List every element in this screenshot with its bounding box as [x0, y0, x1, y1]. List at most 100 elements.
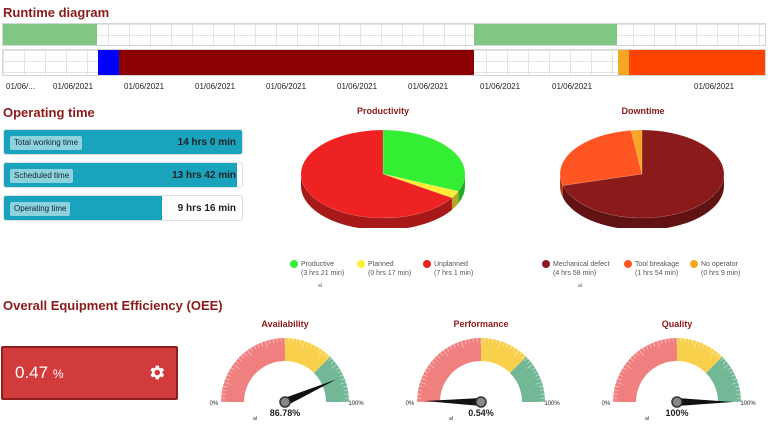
gauge-band-mid: [677, 338, 723, 374]
gauge-tick: [434, 357, 438, 362]
pie-slice-no-operator[interactable]: [630, 129, 643, 175]
legend-dot: [542, 260, 550, 269]
gauge-band-low: [221, 338, 285, 402]
gauge-tick: [238, 357, 242, 362]
gauge-band-mid: [285, 338, 331, 374]
gauge-value: 0.54%: [468, 408, 494, 418]
segment-blue[interactable]: [98, 50, 119, 75]
gauge-tick: [653, 342, 656, 347]
gauge-tick: [337, 370, 342, 374]
time-tick: 01/06/2021: [266, 82, 307, 91]
gauge-tick: [323, 352, 327, 356]
legend-planned[interactable]: Planned (0 hrs 17 min): [357, 260, 411, 278]
gauge-tick: [330, 364, 337, 369]
gauge-band-mid: [481, 338, 527, 374]
gauge-tick: [616, 381, 623, 385]
runtime-row-1: [2, 23, 766, 46]
gauge-min-label: 0%: [210, 401, 219, 407]
gauge-tick: [240, 355, 245, 359]
gauge-tick: [429, 364, 436, 369]
gauge-min-label: 0%: [602, 401, 611, 407]
gauge-tick: [299, 339, 302, 344]
gauge-tick: [343, 389, 348, 392]
legend-tool-breakage[interactable]: Tool breakage (1 hrs 54 min): [624, 260, 679, 278]
segment-tool-breakage[interactable]: [629, 50, 765, 75]
gauge-tick: [702, 343, 705, 348]
pie-slice-productive[interactable]: [382, 129, 466, 192]
gauge-tick: [687, 339, 690, 344]
pie-slice-unplanned[interactable]: [300, 129, 453, 219]
quality-gauge[interactable]: 0% 100% 100% al: [597, 332, 757, 422]
gauge-max-label: 100%: [348, 401, 364, 407]
oee-value-box: 0.47 %: [1, 346, 178, 400]
gauge-tick: [328, 357, 332, 362]
bar-label: Operating time: [10, 202, 71, 216]
pie-slice-side: [560, 174, 563, 198]
gauge-tick: [535, 374, 540, 377]
gauge-tick: [253, 345, 257, 350]
legend-mechanical-defect[interactable]: Mechanical defect (4 hrs 58 min): [542, 260, 609, 278]
gauge-tick: [527, 360, 531, 364]
gear-icon[interactable]: [147, 363, 166, 382]
gauge-tick: [708, 347, 712, 352]
gauge-tick: [625, 364, 632, 369]
oee-unit: %: [52, 367, 64, 381]
pie-slice-side: [451, 191, 459, 210]
gauge-tick: [723, 360, 727, 364]
operating-time-bar: Operating time 9 hrs 16 min: [3, 195, 243, 221]
downtime-pie[interactable]: [557, 128, 727, 228]
gauge-tick: [705, 345, 709, 350]
pie-slice-mechanical-defect[interactable]: [562, 129, 725, 219]
performance-gauge[interactable]: 0% 100% 0.54% al: [401, 332, 561, 422]
gauge-tick: [292, 338, 294, 343]
gauge-tick: [735, 389, 740, 392]
gauge-tick: [540, 393, 545, 395]
gauge-tick: [421, 378, 426, 381]
chart-footnote: al: [318, 283, 322, 289]
gauge-tick: [318, 350, 323, 357]
gauge-tick: [717, 355, 722, 359]
gauge-tick: [335, 367, 340, 371]
gauge-tick: [250, 347, 254, 352]
gauge-tick: [539, 385, 544, 388]
segment-no-operator[interactable]: [618, 50, 629, 75]
gauge-tick: [684, 338, 686, 343]
gauge-tick: [526, 364, 533, 369]
pie-slice-tool-breakage[interactable]: [559, 130, 643, 186]
gauge-tick: [668, 338, 670, 343]
legend-dot: [290, 260, 298, 269]
productivity-pie[interactable]: [298, 128, 468, 228]
legend-name: No operator: [701, 261, 738, 268]
segment-productive[interactable]: [474, 24, 617, 45]
legend-name: Unplanned: [434, 261, 468, 268]
gauge-tick: [627, 360, 631, 364]
legend-productive[interactable]: Productive (3 hrs 21 min): [290, 260, 344, 278]
gauge-tick: [630, 357, 634, 362]
oee-value-text: 0.47 %: [15, 363, 64, 383]
gauge-tick: [732, 378, 737, 381]
gauge-tick: [453, 343, 456, 348]
gauge-tick: [539, 389, 544, 392]
pie-slice-planned[interactable]: [382, 173, 459, 199]
gauge-hub: [671, 396, 683, 408]
pie-slice-side: [562, 174, 724, 228]
legend-no-operator[interactable]: No operator (0 hrs 9 min): [690, 260, 740, 278]
gauge-tick: [488, 338, 490, 343]
gauge-tick: [618, 374, 623, 377]
segment-productive[interactable]: [3, 24, 97, 45]
legend-unplanned[interactable]: Unplanned (7 hrs 1 min): [423, 260, 473, 278]
availability-gauge[interactable]: 0% 100% 86.78% al: [205, 332, 365, 422]
time-tick: 01/06/2021: [53, 82, 94, 91]
operating-time-title: Operating time: [3, 105, 95, 120]
segment-mechanical-defect[interactable]: [119, 50, 474, 75]
runtime-diagram-title: Runtime diagram: [3, 5, 110, 20]
gauge-tick: [272, 339, 275, 344]
legend-detail: (1 hrs 54 min): [635, 270, 679, 277]
time-tick: 01/06/2021: [195, 82, 236, 91]
gauge-tick: [460, 341, 464, 348]
gauge-tick: [226, 374, 231, 377]
gauge-tick: [295, 339, 298, 344]
gauge-tick: [257, 343, 260, 348]
gauge-tick: [664, 339, 667, 344]
gauge-value: 86.78%: [270, 408, 301, 418]
